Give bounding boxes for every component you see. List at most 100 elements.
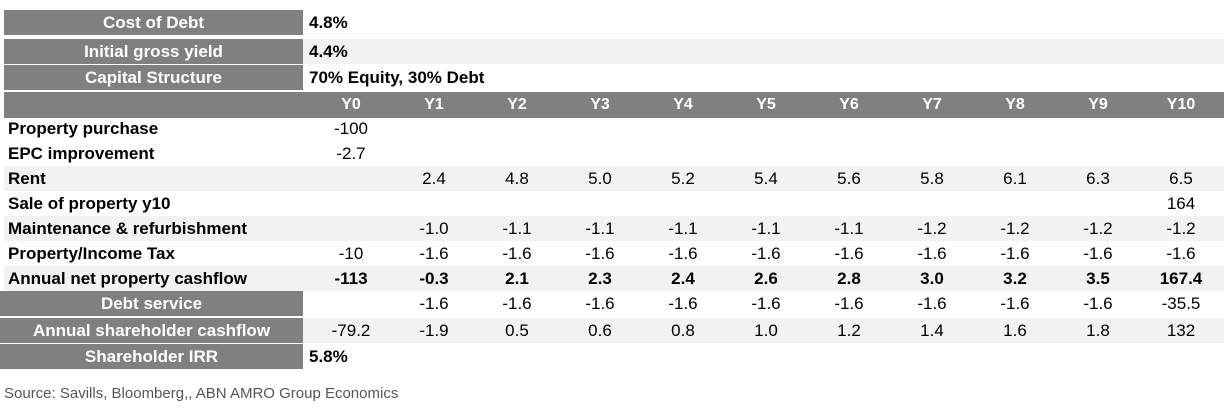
table-cell: 5.6 xyxy=(837,168,861,188)
table-cell: -1.6 xyxy=(668,243,698,263)
header-y10: Y10 xyxy=(1166,96,1196,113)
table-cell: 5.0 xyxy=(588,168,612,188)
header-y7: Y7 xyxy=(922,96,942,113)
table-cell: 5.8 xyxy=(920,168,944,188)
table-cell: -100 xyxy=(333,118,369,138)
table-row-annual-net-property-cashflow: Annual net property cashflow -113 -0.3 2… xyxy=(4,266,1224,291)
initial-gross-yield-label: Initial gross yield xyxy=(4,39,303,64)
table-cell: -1.6 xyxy=(668,293,698,313)
table-cell: 1.2 xyxy=(837,320,861,340)
table-cell: -1.2 xyxy=(1000,218,1030,238)
table-cell: 2.6 xyxy=(754,268,778,288)
table-cell: -1.1 xyxy=(834,218,864,238)
table-cell: -1.6 xyxy=(585,243,615,263)
table-row-debt-service: Debt service -1.6 -1.6 -1.6 -1.6 -1.6 -1… xyxy=(0,291,1224,316)
table-cell: -35.5 xyxy=(1161,293,1201,313)
table-row-shareholder-irr: Shareholder IRR 5.8% xyxy=(0,344,1224,369)
row-label: Annual net property cashflow xyxy=(8,268,247,288)
table-cell: 2.1 xyxy=(505,268,529,288)
table-row-property-income-tax: Property/Income Tax -10 -1.6 -1.6 -1.6 -… xyxy=(4,241,1224,266)
table-cell: -1.2 xyxy=(1166,218,1196,238)
table-cell: 1.8 xyxy=(1086,320,1110,340)
table-cell: -0.3 xyxy=(419,268,449,288)
header-y5: Y5 xyxy=(756,96,776,113)
cost-of-debt-label: Cost of Debt xyxy=(4,10,303,35)
table-cell: 1.6 xyxy=(1003,320,1027,340)
header-y0: Y0 xyxy=(341,96,361,113)
table-cell: 167.4 xyxy=(1159,268,1203,288)
header-y6: Y6 xyxy=(839,96,859,113)
table-cell: 132 xyxy=(1166,320,1196,340)
table-cell: -1.6 xyxy=(585,293,615,313)
table-cell: -1.2 xyxy=(917,218,947,238)
header-y8: Y8 xyxy=(1005,96,1025,113)
table-cell: -1.6 xyxy=(1000,243,1030,263)
table-cell: -1.1 xyxy=(585,218,615,238)
table-cell: 6.3 xyxy=(1086,168,1110,188)
table-cell: 6.1 xyxy=(1003,168,1027,188)
table-cell: -1.1 xyxy=(502,218,532,238)
initial-gross-yield-value: 4.4% xyxy=(309,41,348,61)
table-cell: 3.5 xyxy=(1086,268,1110,288)
capital-structure-row: Capital Structure 70% Equity, 30% Debt xyxy=(4,65,1224,90)
table-cell: 1.0 xyxy=(754,320,778,340)
cost-of-debt-value: 4.8% xyxy=(309,12,348,32)
cost-of-debt-row: Cost of Debt 4.8% xyxy=(4,10,1224,35)
shareholder-irr-value: 5.8% xyxy=(309,346,348,366)
source-note: Source: Savills, Bloomberg,, ABN AMRO Gr… xyxy=(4,385,399,402)
table-row-maintenance: Maintenance & refurbishment -1.0 -1.1 -1… xyxy=(4,216,1224,241)
table-cell: -1.6 xyxy=(502,243,532,263)
table-cell: 0.6 xyxy=(588,320,612,340)
table-cell: -1.0 xyxy=(419,218,449,238)
row-label: Annual shareholder cashflow xyxy=(0,318,303,343)
table-cell: 2.8 xyxy=(837,268,861,288)
table-cell: -79.2 xyxy=(331,320,371,340)
table-cell: -1.6 xyxy=(1166,243,1196,263)
table-cell: -1.6 xyxy=(419,243,449,263)
header-y2: Y2 xyxy=(507,96,527,113)
table-cell: 3.0 xyxy=(920,268,944,288)
table-cell: -113 xyxy=(334,268,368,288)
table-cell: 5.4 xyxy=(754,168,778,188)
row-label: Shareholder IRR xyxy=(0,344,303,369)
row-label: Property/Income Tax xyxy=(8,243,175,263)
row-label: Sale of property y10 xyxy=(8,193,171,213)
table-row-sale-of-property: Sale of property y10 164 xyxy=(4,191,1224,216)
header-y1: Y1 xyxy=(424,96,444,113)
initial-gross-yield-row: Initial gross yield 4.4% xyxy=(4,39,1224,64)
table-cell: -1.6 xyxy=(1083,293,1113,313)
table-cell: -1.6 xyxy=(751,243,781,263)
table-cell: 0.5 xyxy=(505,320,529,340)
table-row-property-purchase: Property purchase -100 xyxy=(4,116,1224,141)
table-cell: 6.5 xyxy=(1169,168,1193,188)
table-cell: 3.2 xyxy=(1003,268,1027,288)
table-cell: -1.6 xyxy=(917,293,947,313)
row-label: Rent xyxy=(8,168,46,188)
header-y4: Y4 xyxy=(673,96,693,113)
table-cell: -1.6 xyxy=(419,293,449,313)
table-cell: -1.6 xyxy=(1000,293,1030,313)
header-y9: Y9 xyxy=(1088,96,1108,113)
table-cell: 164 xyxy=(1166,193,1196,213)
table-cell: -1.6 xyxy=(502,293,532,313)
table-cell: 1.4 xyxy=(920,320,944,340)
table-cell: 5.2 xyxy=(671,168,695,188)
table-cell: -1.1 xyxy=(668,218,698,238)
table-cell: 0.8 xyxy=(671,320,695,340)
table-cell: -1.6 xyxy=(834,293,864,313)
table-cell: 2.4 xyxy=(422,168,446,188)
table-cell: -2.7 xyxy=(336,143,366,163)
table-row-annual-shareholder-cashflow: Annual shareholder cashflow -79.2 -1.9 0… xyxy=(0,318,1224,343)
header-y3: Y3 xyxy=(590,96,610,113)
capital-structure-value: 70% Equity, 30% Debt xyxy=(309,67,485,87)
table-cell: 2.3 xyxy=(588,268,612,288)
row-label: EPC improvement xyxy=(8,143,155,163)
table-cell: -1.6 xyxy=(1083,243,1113,263)
row-label: Debt service xyxy=(0,291,303,316)
row-label: Maintenance & refurbishment xyxy=(8,218,247,238)
table-row-epc-improvement: EPC improvement -2.7 xyxy=(4,141,1224,166)
table-cell: -1.6 xyxy=(834,243,864,263)
capital-structure-label: Capital Structure xyxy=(4,65,303,90)
row-label: Property purchase xyxy=(8,118,159,138)
table-cell: -1.2 xyxy=(1083,218,1113,238)
